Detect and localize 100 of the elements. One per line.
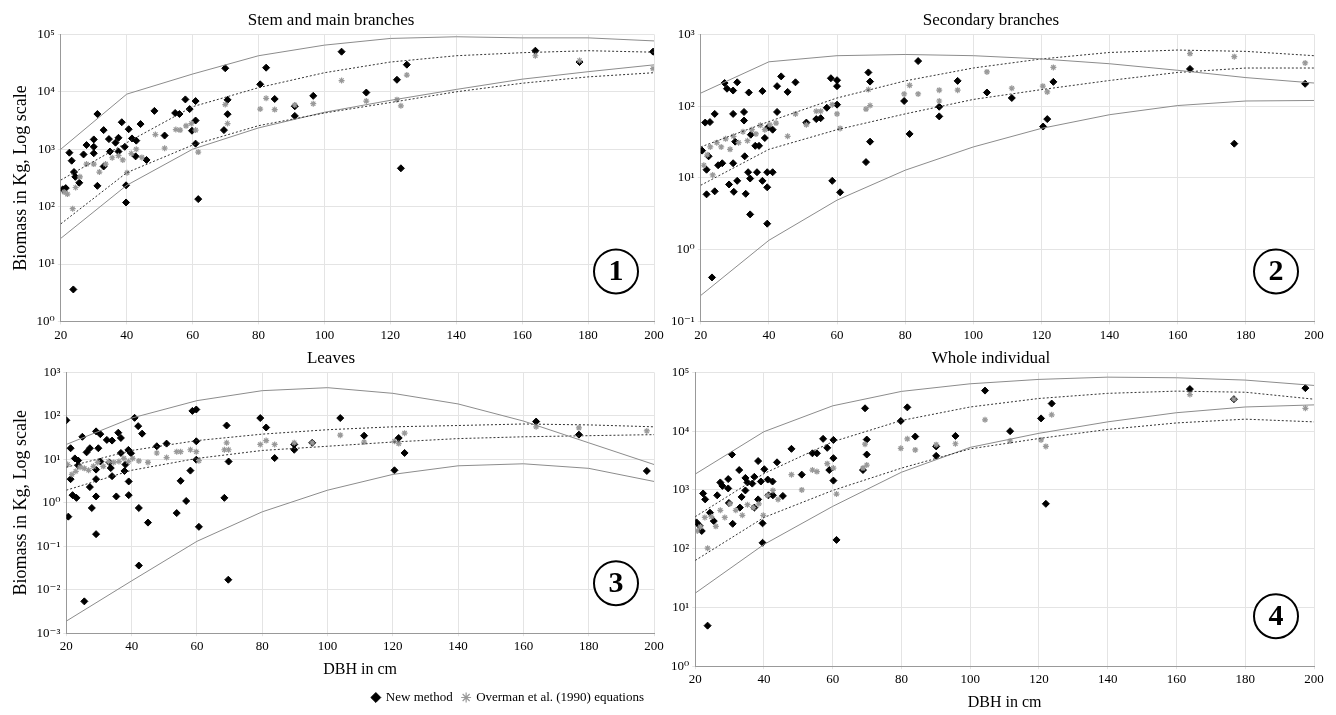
point (983, 68, 991, 76)
point (861, 440, 869, 448)
point (743, 501, 752, 509)
point (95, 168, 103, 176)
x-tick-label: 40 (757, 671, 771, 687)
point (390, 437, 399, 445)
x-tick-label: 80 (898, 326, 912, 342)
y-tick-label: 10¹ (677, 169, 695, 185)
point (729, 132, 738, 140)
point (72, 467, 80, 475)
point (914, 90, 922, 98)
point (812, 107, 820, 115)
point (531, 52, 539, 60)
y-tick-label: 10⁰ (42, 494, 61, 510)
x-tick-label: 100 (314, 326, 335, 342)
point (223, 439, 231, 447)
point (817, 107, 825, 115)
y-tick-label: 10⁰ (36, 312, 55, 328)
y-tick-label: 10³ (677, 25, 695, 41)
point (114, 152, 123, 160)
point (123, 169, 131, 177)
point (182, 122, 190, 130)
annotation: 2 (1268, 253, 1284, 287)
point (935, 97, 943, 105)
point (1006, 437, 1014, 445)
point (1039, 82, 1047, 90)
point (951, 440, 960, 448)
point (192, 448, 200, 456)
point (738, 511, 746, 519)
x-tick-label: 180 (1235, 671, 1255, 687)
point (395, 440, 403, 448)
point (1048, 411, 1056, 419)
point (755, 500, 763, 508)
point (707, 513, 715, 521)
x-tick-label: 140 (448, 638, 468, 654)
point (72, 183, 80, 192)
point (721, 513, 729, 522)
point (262, 436, 270, 445)
point (336, 431, 344, 439)
x-tick-label: 20 (694, 326, 708, 342)
point (403, 71, 411, 79)
point (256, 105, 264, 113)
x-tick-label: 100 (317, 638, 338, 654)
point (700, 161, 708, 169)
y-tick-label: 10³ (672, 481, 690, 497)
point (935, 86, 943, 94)
point (863, 461, 871, 469)
y-axis-title: Biomass in Kg, Log scale (9, 85, 30, 271)
y-tick-label: 10⁰ (670, 657, 690, 673)
point (225, 446, 233, 454)
line-series (695, 418, 1314, 561)
x-tick-label: 60 (826, 671, 840, 687)
point (823, 460, 831, 468)
point (162, 453, 171, 462)
point (151, 130, 159, 139)
x-tick-label: 60 (186, 326, 200, 342)
x-tick-label: 200 (1304, 326, 1324, 342)
x-axis-title: DBH in cm (323, 659, 398, 677)
point (575, 424, 583, 432)
point (862, 105, 870, 113)
point (722, 135, 730, 143)
x-tick-label: 60 (190, 638, 204, 654)
point (833, 110, 841, 118)
point (717, 143, 725, 151)
point (772, 119, 780, 127)
x-tick-label: 140 (1097, 671, 1118, 687)
y-tick-label: 10³ (43, 363, 61, 379)
point (1301, 59, 1309, 67)
point (186, 446, 195, 454)
point (900, 90, 908, 98)
point (864, 86, 872, 94)
line-series (700, 67, 1314, 186)
x-tick-label: 20 (59, 638, 73, 654)
chart-title: Stem and main branches (247, 9, 415, 29)
point (360, 438, 368, 446)
y-tick-label: 10⁵ (671, 363, 690, 379)
point (144, 458, 152, 466)
point (220, 446, 228, 454)
point (732, 506, 740, 514)
legend-label: Overman et al. (1990) equations (476, 688, 645, 704)
point (69, 205, 77, 213)
y-tick-label: 10⁻³ (36, 624, 61, 640)
point (132, 145, 140, 153)
point (135, 457, 143, 465)
point (84, 466, 93, 474)
x-tick-label: 120 (1029, 671, 1049, 687)
x-tick-label: 200 (644, 638, 664, 654)
point (221, 100, 229, 109)
point (774, 495, 782, 503)
point (726, 145, 734, 153)
point (397, 102, 405, 110)
annotation: 1 (608, 253, 624, 287)
annotation: 3 (608, 564, 624, 598)
point (309, 100, 317, 108)
y-tick-label: 10⁵ (37, 25, 55, 41)
x-tick-label: 160 (1167, 326, 1188, 342)
point (119, 156, 127, 164)
point (739, 128, 747, 136)
point (223, 119, 232, 128)
x-tick-label: 120 (1031, 326, 1052, 342)
